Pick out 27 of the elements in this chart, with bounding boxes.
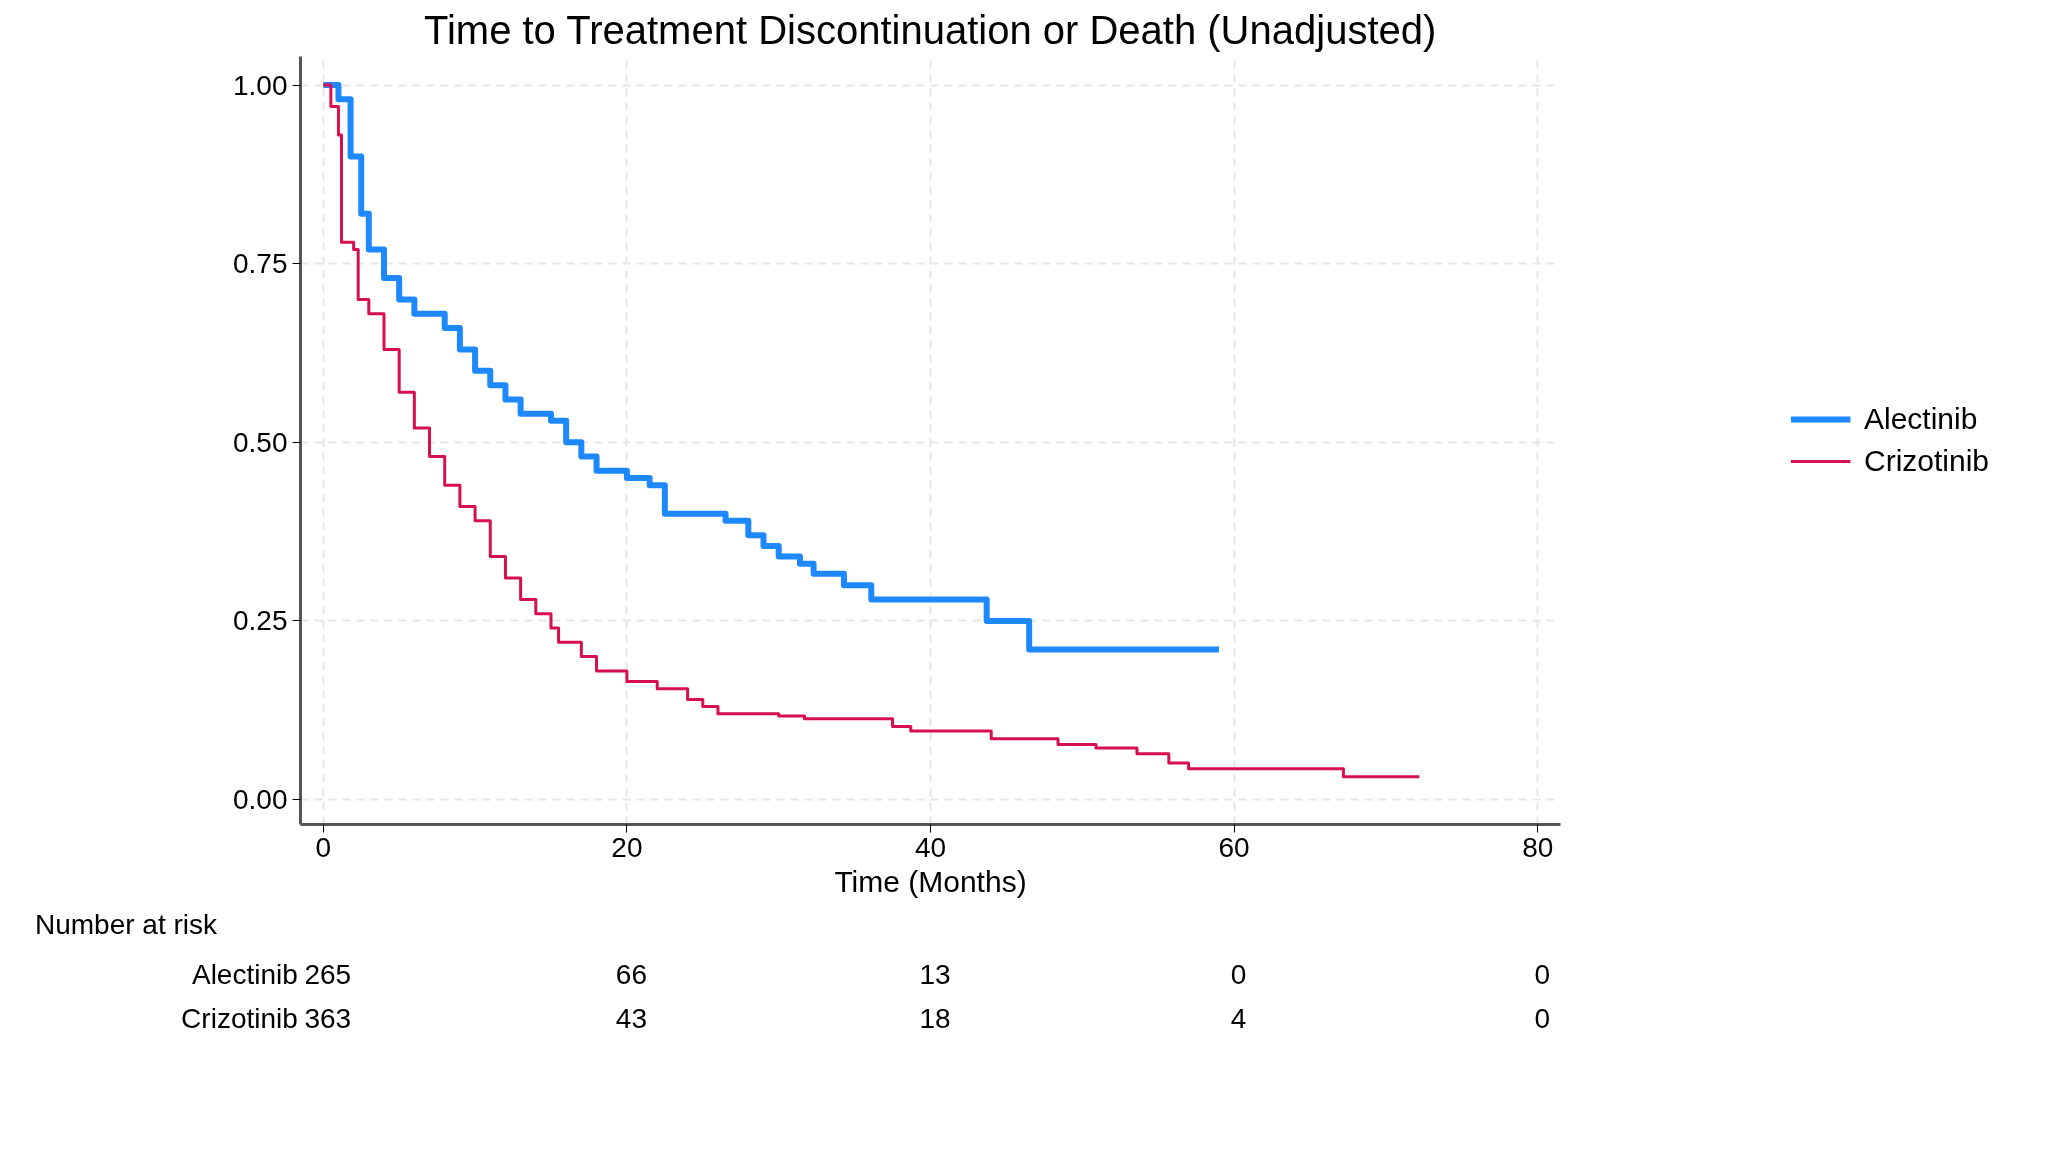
text: 13 (919, 958, 951, 992)
text: 363 (304, 1002, 352, 1036)
text: 43 (615, 1002, 647, 1036)
risk-title: Number at risk (35, 908, 218, 942)
y-tick-label: 0.00 (233, 784, 288, 815)
text: Crizotinib (181, 1002, 298, 1036)
x-tick-label: 40 (914, 831, 947, 863)
text: Alectinib (191, 958, 298, 992)
legend-label: Alectinib (1863, 402, 1978, 436)
x-tick-label: 0 (315, 831, 332, 863)
text: 265 (304, 958, 352, 992)
text: 18 (919, 1002, 951, 1036)
text: 0 (1230, 958, 1247, 992)
y-tick-label: 0.25 (233, 605, 288, 637)
text: 66 (615, 958, 647, 992)
legend-label: Crizotinib (1863, 444, 1990, 478)
y-tick-label: 0.50 (233, 426, 288, 458)
text: 4 (1230, 1002, 1247, 1036)
chart-title: Time to Treatment Discontinuation or Death (Unadjusted) (423, 7, 1437, 52)
x-tick-label: 20 (611, 831, 643, 863)
x-tick-label: 60 (1218, 831, 1250, 863)
x-axis-title: Time (Months) (834, 864, 1027, 898)
y-tick-label: 0.75 (233, 248, 288, 280)
text: 0 (1534, 1002, 1550, 1036)
x-tick-label: 80 (1522, 831, 1554, 863)
y-tick-label: 1.00 (233, 69, 288, 101)
text: 0 (1534, 958, 1550, 992)
